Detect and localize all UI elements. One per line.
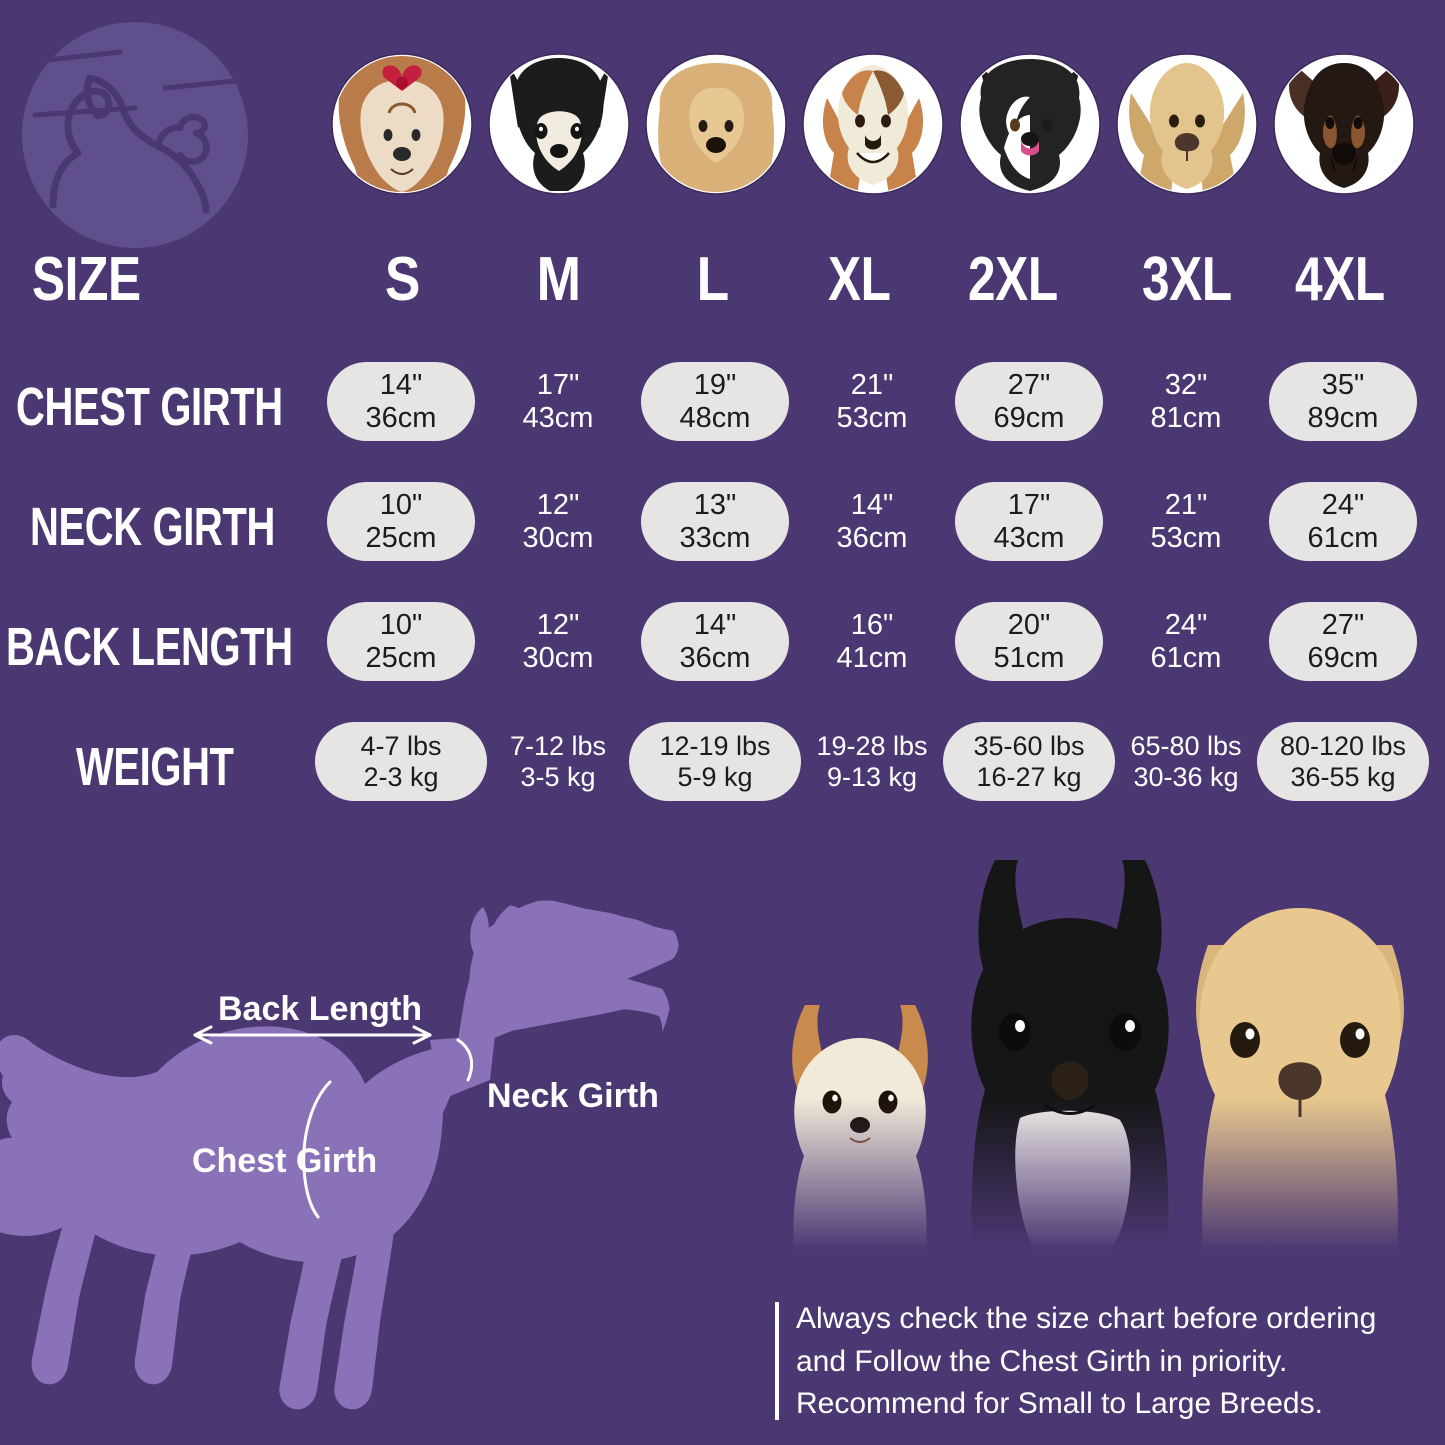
svg-text:Chest Girth: Chest Girth bbox=[192, 1142, 377, 1180]
svg-text:Back Length: Back Length bbox=[218, 990, 422, 1028]
svg-text:Neck Girth: Neck Girth bbox=[487, 1077, 659, 1115]
